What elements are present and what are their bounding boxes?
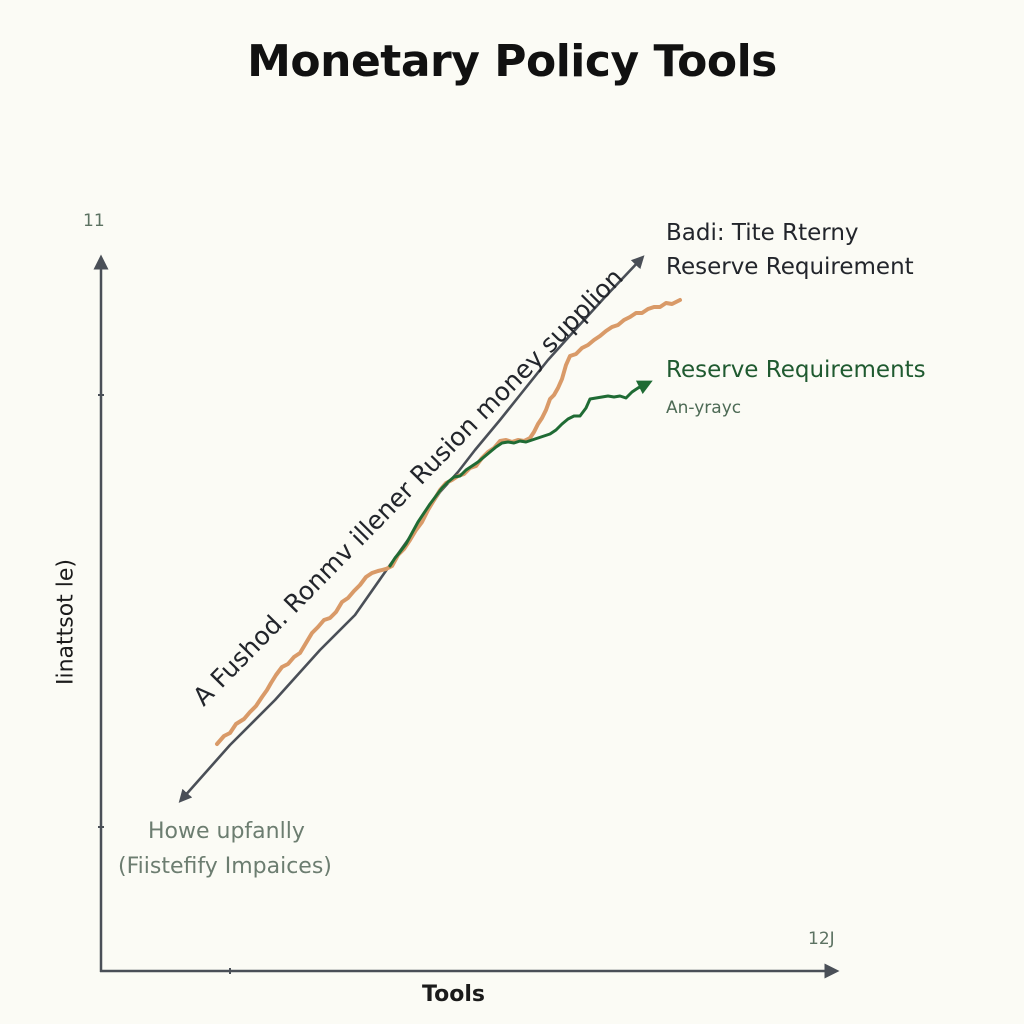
bottom-left-annotation-line1: Howe upfanlly (148, 819, 305, 844)
bottom-left-annotation-line2: (Fiistefify Impaices) (118, 854, 332, 879)
green-series-sublabel: An-yrayc (666, 398, 742, 418)
x-axis-right-tick-label: 12J (808, 929, 835, 949)
top-right-annotation-line1: Badi: Tite Rterny (666, 220, 859, 246)
orange-reserve-requirement-line (215, 298, 682, 746)
green-reserve-requirements-line (388, 380, 653, 568)
green-series-label: Reserve Requirements (666, 357, 926, 383)
chart-title: Monetary Policy Tools (247, 36, 777, 87)
y-axis-top-tick-label: 11 (83, 211, 105, 231)
y-axis-label: Iinattsot le) (53, 558, 79, 686)
x-axis-label: Tools (422, 982, 485, 1007)
top-right-annotation-line2: Reserve Requirement (666, 254, 914, 280)
